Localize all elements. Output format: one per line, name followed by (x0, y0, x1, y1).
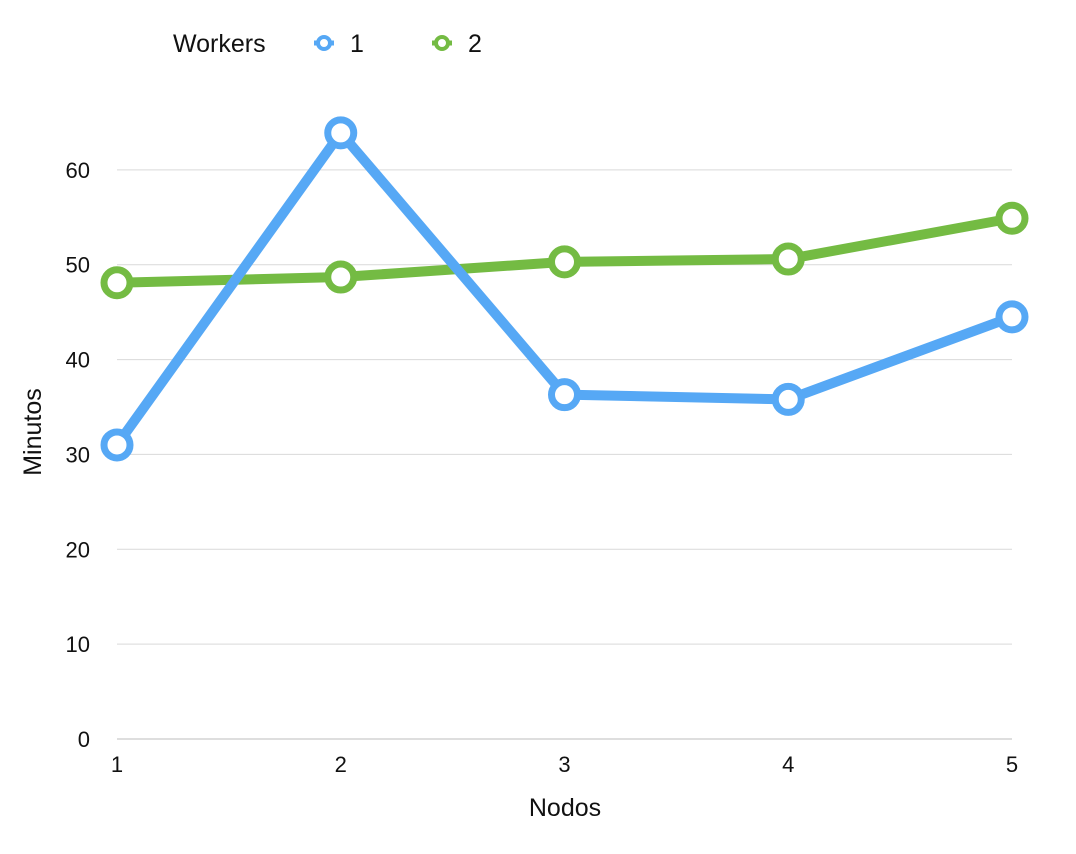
data-point (995, 300, 1029, 334)
y-tick-label: 30 (66, 442, 90, 467)
legend-label: 1 (350, 30, 364, 58)
data-point (324, 260, 358, 294)
legend-swatch-marker (434, 35, 450, 51)
series-points (100, 116, 1029, 462)
legend-label: 2 (468, 30, 482, 58)
x-tick-label: 2 (335, 752, 347, 777)
x-tick-label: 1 (111, 752, 123, 777)
data-point (548, 245, 581, 279)
x-axis-ticks: 1 2 3 4 5 (111, 752, 1018, 777)
y-tick-label: 0 (78, 727, 90, 752)
data-point (100, 266, 134, 300)
x-tick-label: 3 (558, 752, 570, 777)
data-point (995, 201, 1029, 235)
y-tick-label: 40 (66, 348, 90, 373)
y-tick-label: 10 (66, 632, 90, 657)
data-point (771, 382, 805, 416)
x-axis-title: Nodos (529, 794, 601, 822)
legend-title: Workers (173, 30, 266, 58)
x-tick-label: 5 (1006, 752, 1018, 777)
legend-swatch-marker (316, 35, 332, 51)
y-tick-label: 20 (66, 537, 90, 562)
y-axis-title: Minutos (19, 388, 47, 476)
data-point (100, 428, 134, 462)
legend: Workers 1 2 (173, 30, 482, 58)
data-point (771, 242, 805, 276)
y-tick-label: 50 (66, 253, 90, 278)
x-tick-label: 4 (782, 752, 794, 777)
data-point (324, 116, 358, 150)
y-axis-ticks: 0 10 20 30 40 50 60 (66, 158, 90, 752)
y-tick-label: 60 (66, 158, 90, 183)
data-point (548, 378, 581, 412)
